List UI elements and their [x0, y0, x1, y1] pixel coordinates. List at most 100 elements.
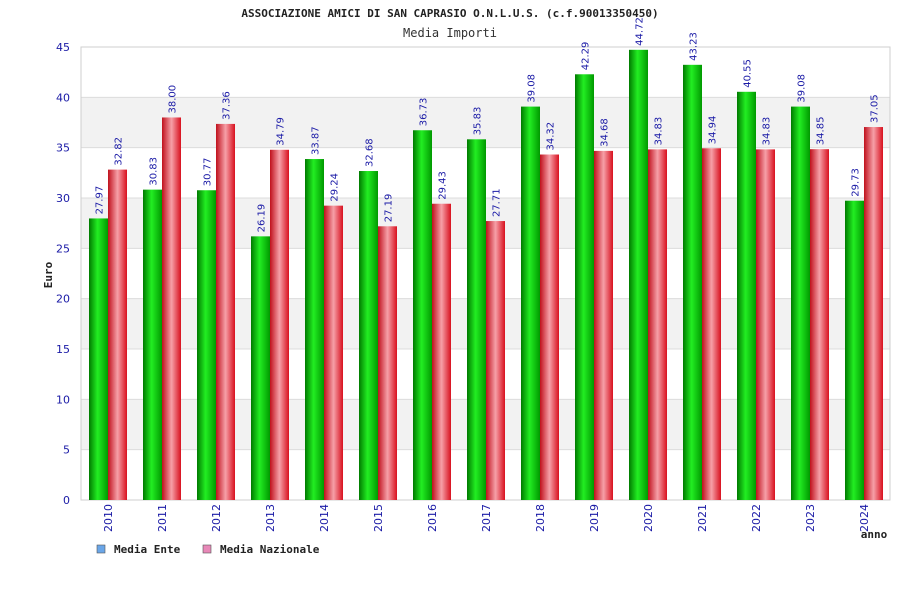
x-tick-label: 2013: [264, 504, 277, 532]
y-tick-label: 30: [56, 192, 70, 205]
y-tick-label: 45: [56, 41, 70, 54]
data-label: 35.83: [473, 107, 484, 136]
y-tick-label: 0: [63, 494, 70, 507]
y-tick-label: 10: [56, 393, 70, 406]
bar-media-nazionale-2023: [810, 149, 829, 500]
data-label: 34.79: [276, 117, 287, 146]
x-tick-label: 2023: [804, 504, 817, 532]
bar-media-ente-2020: [629, 49, 648, 501]
data-label: 37.05: [870, 94, 881, 123]
x-tick-label: 2011: [156, 504, 169, 532]
x-tick-label: 2017: [480, 504, 493, 532]
y-axis-label: Euro: [42, 261, 55, 288]
bar-media-nazionale-2014: [324, 205, 343, 500]
x-tick-label: 2018: [534, 504, 547, 532]
data-label: 30.77: [203, 158, 214, 187]
bar-media-nazionale-2020: [648, 149, 667, 501]
y-tick-label: 40: [56, 91, 70, 104]
legend-label: Media Nazionale: [220, 543, 320, 556]
bar-media-ente-2014: [305, 159, 324, 501]
data-label: 32.82: [114, 137, 125, 166]
y-tick-label: 15: [56, 343, 70, 356]
bar-media-ente-2012: [197, 190, 216, 501]
bar-media-ente-2013: [251, 236, 270, 500]
x-axis-label: anno: [861, 528, 888, 541]
data-label: 36.73: [419, 98, 430, 127]
data-label: 26.19: [257, 204, 268, 233]
x-tick-label: 2010: [102, 504, 115, 532]
data-label: 34.83: [654, 117, 665, 146]
grid-band: [81, 47, 890, 98]
data-label: 34.68: [600, 118, 611, 147]
bar-media-ente-2016: [413, 130, 432, 500]
y-tick-label: 5: [63, 444, 70, 457]
data-label: 34.83: [762, 117, 773, 146]
data-label: 27.97: [95, 186, 106, 215]
data-label: 42.29: [581, 42, 592, 71]
data-label: 27.71: [492, 188, 503, 217]
data-label: 44.72: [635, 17, 646, 46]
data-label: 29.43: [438, 171, 449, 200]
x-tick-label: 2021: [696, 504, 709, 532]
data-label: 38.00: [168, 85, 179, 114]
y-axis-ticks: 0 5 10 15 20 25 30 35 40 45: [56, 41, 70, 507]
bar-media-nazionale-2012: [216, 123, 235, 500]
bar-media-ente-2015: [359, 171, 378, 500]
bar-media-nazionale-2010: [108, 169, 127, 500]
bar-media-nazionale-2021: [702, 148, 721, 500]
data-label: 37.36: [222, 91, 233, 120]
data-label: 29.24: [330, 173, 341, 202]
chart-subtitle: Media Importi: [403, 26, 497, 40]
legend-swatch: [202, 544, 212, 554]
chart-title: ASSOCIAZIONE AMICI DI SAN CAPRASIO O.N.L…: [241, 7, 658, 20]
x-axis-ticks: 2010 2011 2012 2013 2014 2015 2016 2017 2018 2019…: [102, 504, 871, 532]
x-tick-label: 2024: [858, 504, 871, 532]
x-tick-label: 2014: [318, 504, 331, 532]
bar-media-ente-2021: [683, 64, 702, 501]
bar-media-nazionale-2018: [540, 154, 559, 500]
bar-media-nazionale-2022: [756, 149, 775, 501]
bar-media-nazionale-2019: [594, 150, 613, 500]
legend-label: Media Ente: [114, 543, 181, 556]
data-label: 43.23: [689, 32, 700, 61]
legend-swatch: [96, 544, 106, 554]
data-label: 34.94: [708, 116, 719, 145]
data-labels: 27.97 32.82 30.83 38.00 30.77 37.36 26.19 34.79…: [95, 17, 881, 232]
data-label: 29.73: [851, 168, 862, 197]
bar-media-ente-2017: [467, 139, 486, 500]
bar-media-nazionale-2013: [270, 149, 289, 500]
y-tick-label: 35: [56, 142, 70, 155]
y-tick-label: 20: [56, 293, 70, 306]
x-tick-label: 2012: [210, 504, 223, 532]
bar-media-ente-2022: [737, 91, 756, 501]
data-label: 39.08: [797, 74, 808, 103]
bar-media-ente-2018: [521, 106, 540, 500]
data-label: 30.83: [149, 157, 160, 186]
data-label: 39.08: [527, 74, 538, 103]
x-tick-label: 2016: [426, 504, 439, 532]
data-label: 34.85: [816, 117, 827, 146]
bar-media-ente-2010: [89, 218, 108, 500]
bar-media-ente-2023: [791, 106, 810, 500]
y-tick-label: 25: [56, 242, 70, 255]
data-label: 27.19: [384, 194, 395, 223]
bar-media-nazionale-2015: [378, 226, 397, 500]
bar-media-nazionale-2024: [864, 127, 883, 500]
data-label: 32.68: [365, 138, 376, 167]
bar-media-ente-2024: [845, 200, 864, 500]
bar-media-ente-2011: [143, 189, 162, 501]
data-label: 33.87: [311, 126, 322, 155]
x-tick-label: 2022: [750, 504, 763, 532]
bars: [89, 49, 883, 501]
data-label: 40.55: [743, 59, 754, 88]
data-label: 34.32: [546, 122, 557, 151]
bar-media-ente-2019: [575, 74, 594, 500]
x-tick-label: 2019: [588, 504, 601, 532]
bar-media-nazionale-2011: [162, 117, 181, 500]
bar-media-nazionale-2016: [432, 203, 451, 500]
x-tick-label: 2015: [372, 504, 385, 532]
legend: Media Ente Media Nazionale: [96, 543, 320, 556]
bar-media-nazionale-2017: [486, 221, 505, 500]
x-tick-label: 2020: [642, 504, 655, 532]
